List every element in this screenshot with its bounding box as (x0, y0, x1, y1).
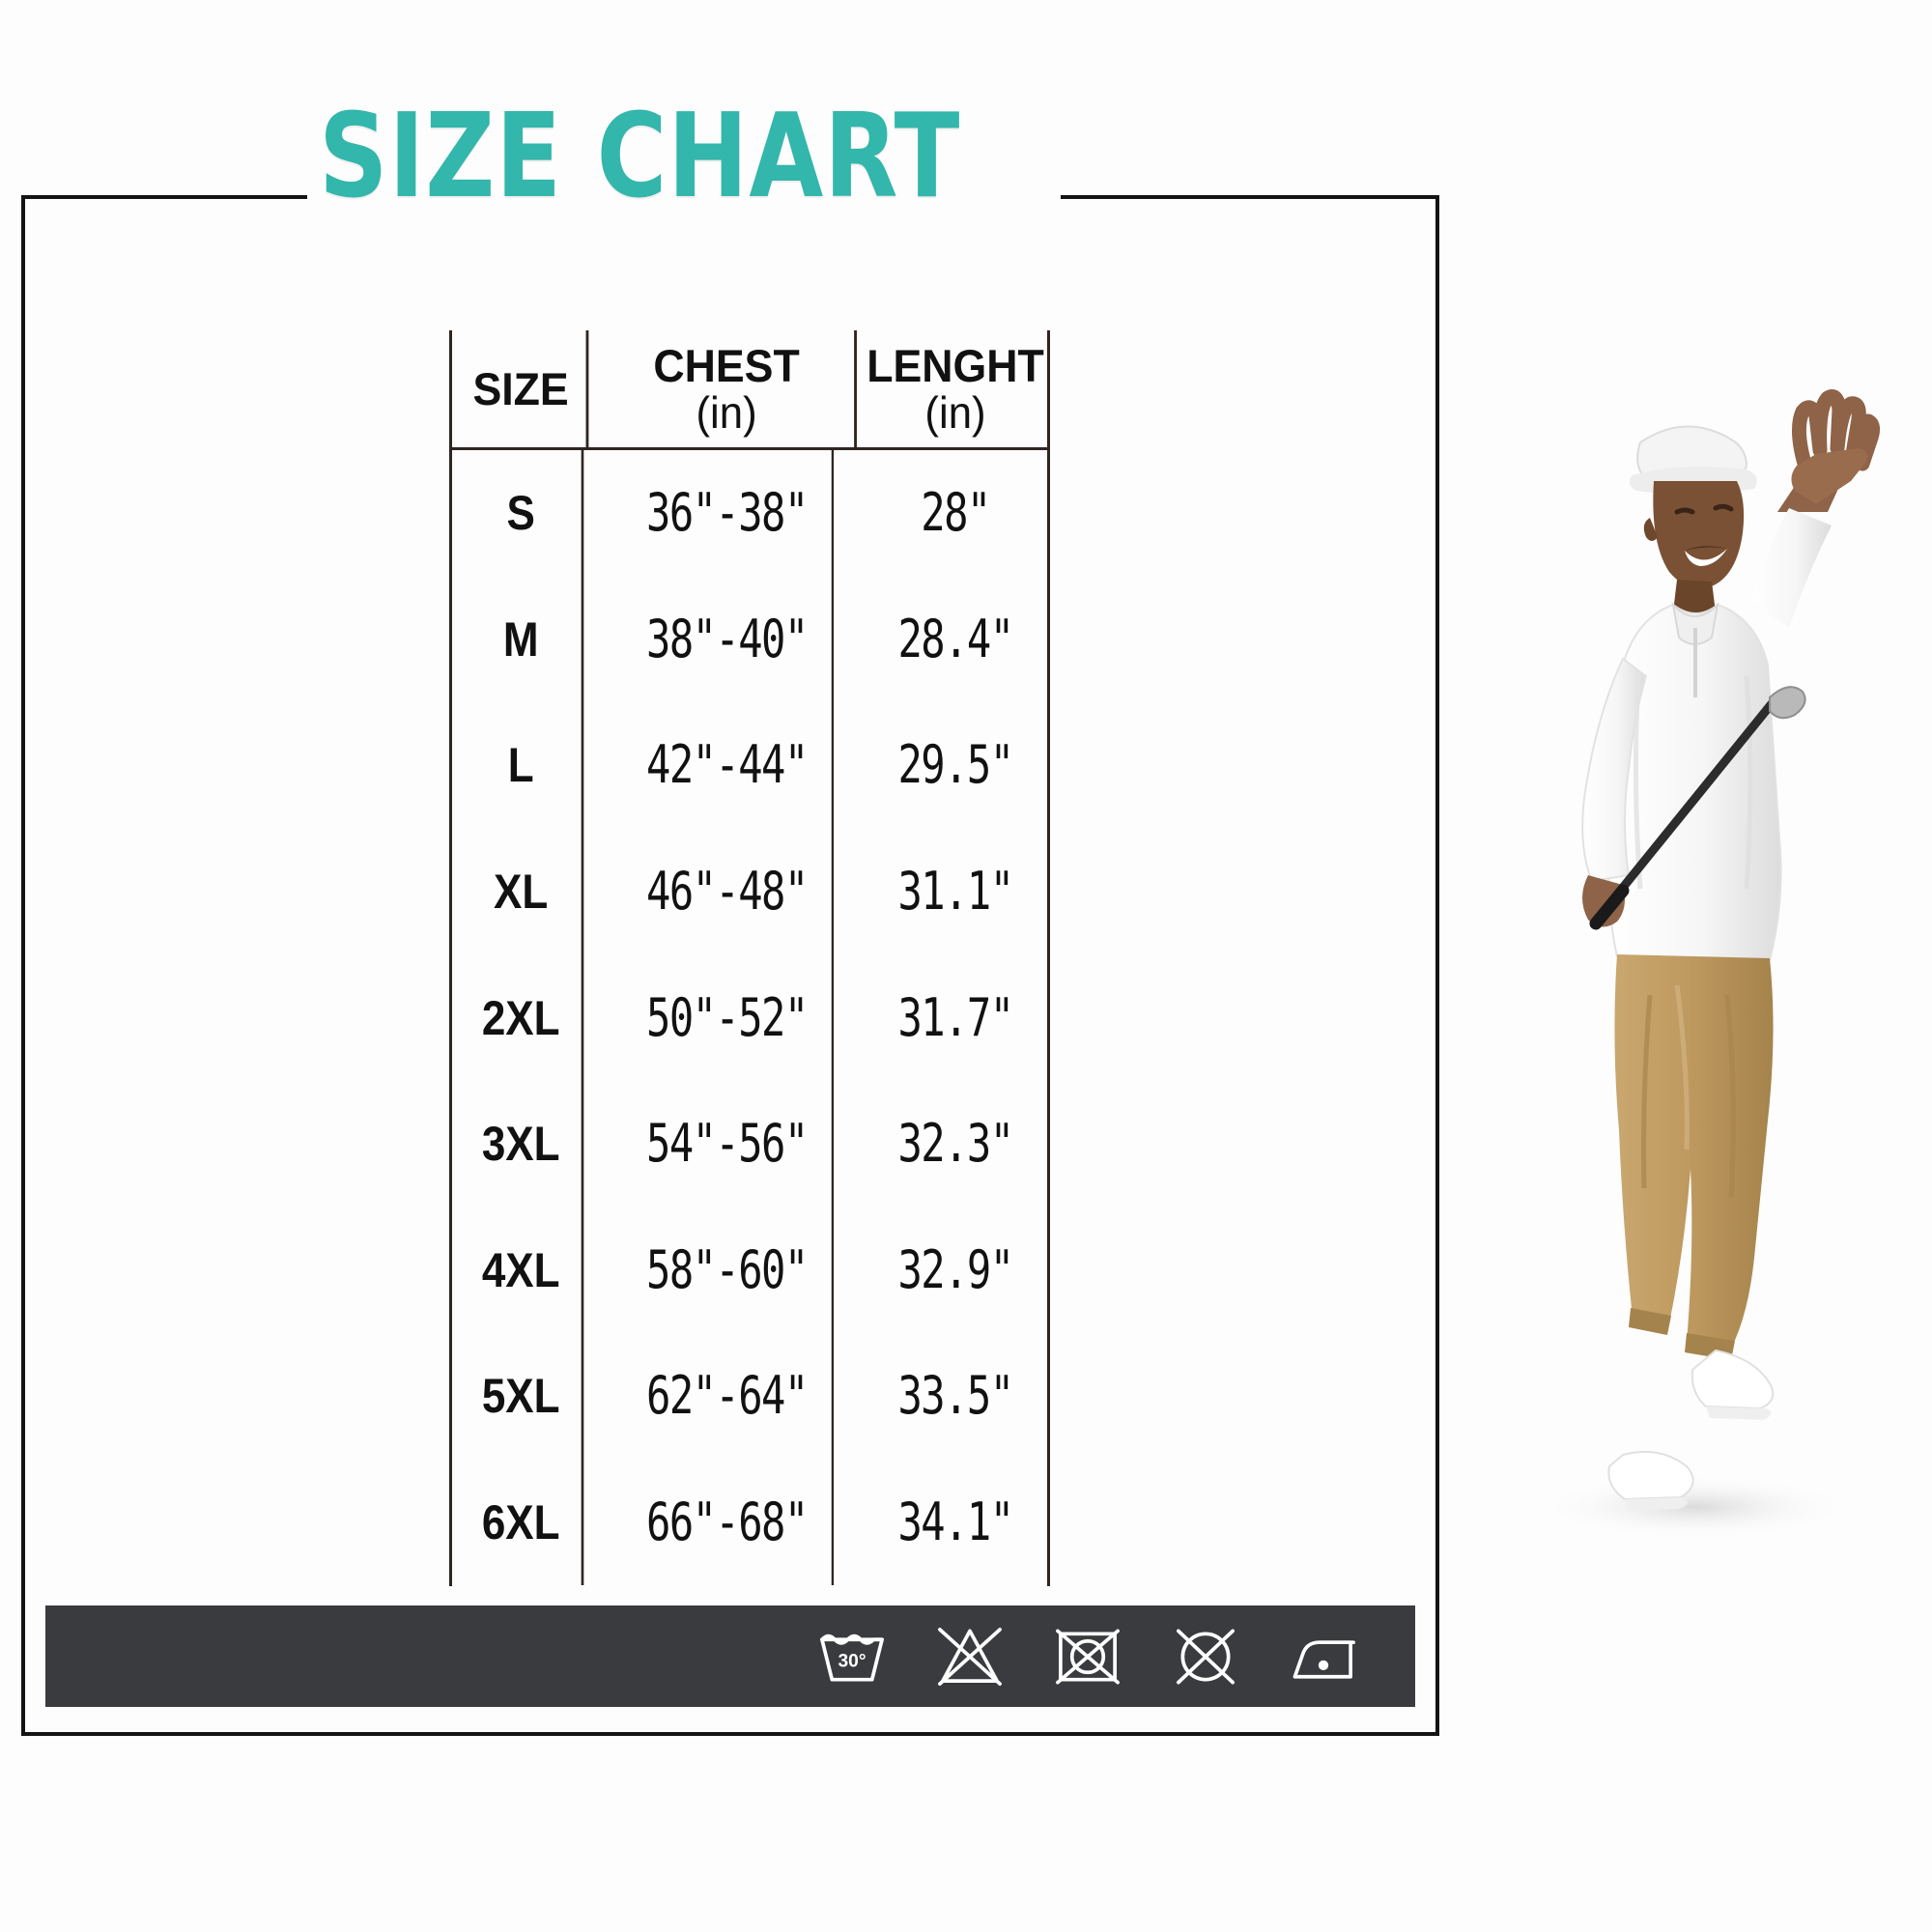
table-row: L 42"-44" 29.5" (452, 702, 1047, 829)
cell-chest: 38"-40" (622, 576, 835, 703)
cell-length: 28" (921, 482, 991, 544)
header-chest-label: CHEST (653, 340, 800, 391)
table-row: XL 46"-48" 31.1" (452, 828, 1047, 955)
cell-length: 31.1" (897, 861, 1015, 923)
cell-size: 3XL (461, 1080, 584, 1208)
cell-length: 28.4" (897, 608, 1015, 669)
cell-size: S (461, 450, 584, 577)
cell-size: XL (461, 828, 584, 955)
cell-size: L (461, 702, 584, 829)
cell-size: 4XL (461, 1207, 584, 1334)
cell-size: 5XL (461, 1333, 584, 1460)
cell-length: 31.7" (897, 986, 1015, 1048)
cell-length: 32.3" (897, 1113, 1015, 1175)
care-instructions-bar: 30° (45, 1605, 1415, 1707)
title-backdrop (307, 100, 1061, 218)
cell-length: 33.5" (897, 1365, 1015, 1427)
iron-low-heat-icon (1293, 1639, 1355, 1679)
table-row: 5XL 62"-64" 33.5" (452, 1333, 1047, 1460)
table-row: 2XL 50"-52" 31.7" (452, 954, 1047, 1081)
cell-length: 32.9" (897, 1238, 1015, 1300)
header-length-label: LENGHT (867, 340, 1044, 391)
table-row: 6XL 66"-68" 34.1" (452, 1459, 1047, 1586)
do-not-bleach-icon (938, 1627, 1002, 1686)
svg-text:30°: 30° (838, 1651, 866, 1671)
page-title: SIZE CHART (319, 90, 961, 224)
table-row: M 38"-40" 28.4" (452, 576, 1047, 703)
table-row: S 36"-38" 28" (452, 450, 1047, 577)
cell-chest: 62"-64" (622, 1333, 835, 1460)
header-cell-chest: CHEST (in) (599, 330, 857, 447)
cell-chest: 58"-60" (622, 1207, 835, 1334)
cell-size: 2XL (461, 954, 584, 1081)
cell-chest: 42"-44" (622, 702, 835, 829)
cell-length: 29.5" (897, 734, 1015, 796)
table-row: 3XL 54"-56" 32.3" (452, 1080, 1047, 1208)
table-row: 4XL 58"-60" 32.9" (452, 1207, 1047, 1334)
cell-chest: 54"-56" (622, 1080, 835, 1208)
header-cell-length: LENGHT (in) (867, 330, 1044, 447)
table-header-row: SIZE CHEST (in) LENGHT (in) (452, 330, 1047, 450)
header-length-unit: (in) (924, 387, 986, 438)
do-not-tumble-dry-icon (1056, 1629, 1120, 1684)
size-table: SIZE CHEST (in) LENGHT (in) S 36"-38" 28… (449, 330, 1050, 1586)
cell-size: M (461, 576, 584, 703)
cell-chest: 46"-48" (622, 828, 835, 955)
cell-chest: 66"-68" (622, 1459, 835, 1586)
header-cell-size: SIZE (456, 330, 589, 447)
do-not-dry-clean-icon (1177, 1629, 1235, 1684)
cell-chest: 36"-38" (622, 450, 835, 577)
machine-wash-30-icon: 30° (820, 1634, 884, 1682)
golfer-photo (1488, 222, 1932, 1633)
cell-size: 6XL (461, 1459, 584, 1586)
header-chest-unit: (in) (696, 387, 757, 438)
cell-chest: 50"-52" (622, 954, 835, 1081)
cell-length: 34.1" (897, 1492, 1015, 1553)
